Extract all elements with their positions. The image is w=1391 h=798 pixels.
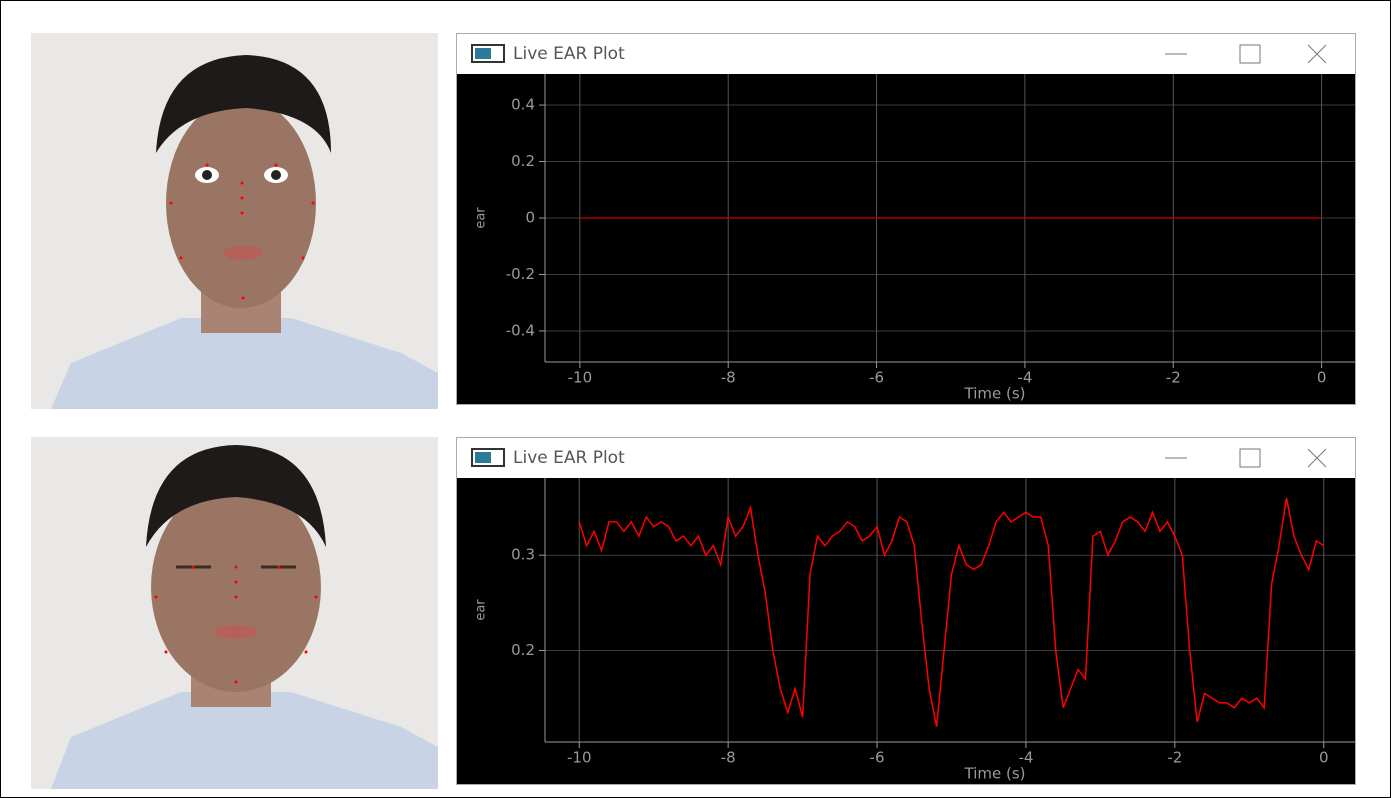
y-tick-label: 0.2 <box>511 641 535 659</box>
x-tick-label: -2 <box>1166 369 1181 387</box>
close-button[interactable] <box>1307 448 1327 468</box>
x-tick-label: -8 <box>721 749 736 767</box>
x-axis-label: Time (s) <box>964 765 1026 783</box>
icon-screen <box>475 48 491 59</box>
x-axis-label: Time (s) <box>964 385 1026 403</box>
maximize-button[interactable] <box>1239 44 1261 64</box>
y-axis-label: ear <box>474 599 489 621</box>
x-tick-label: 0 <box>1317 369 1327 387</box>
window-controls <box>1165 448 1327 468</box>
window-title: Live EAR Plot <box>513 44 625 64</box>
y-tick-label: 0.2 <box>511 152 535 170</box>
window-icon <box>471 44 505 63</box>
x-tick-label: -10 <box>568 369 593 387</box>
window-controls <box>1165 44 1327 64</box>
x-tick-label: -6 <box>870 749 885 767</box>
y-tick-label: 0 <box>525 209 535 227</box>
x-tick-label: -4 <box>1018 749 1033 767</box>
x-tick-label: -4 <box>1017 369 1032 387</box>
x-tick-label: -10 <box>567 749 592 767</box>
y-tick-label: 0.3 <box>511 546 535 564</box>
close-button[interactable] <box>1307 44 1327 64</box>
title-bar: Live EAR Plot <box>457 34 1355 74</box>
window-title: Live EAR Plot <box>513 448 625 468</box>
plot-area: 0.3 0.2 -10 -8 -6 -4 -2 0 Time (s) ear <box>474 478 1355 783</box>
y-tick-label: -0.4 <box>506 321 535 339</box>
icon-screen <box>475 452 491 463</box>
y-tick-label: -0.2 <box>506 265 535 283</box>
maximize-button[interactable] <box>1239 448 1261 468</box>
face-photo <box>31 33 438 409</box>
plot-area: 0.4 0.2 0 -0.2 -0.4 -10 -8 -6 -4 -2 0 Time (s) ear <box>474 74 1355 403</box>
plot-window: Live EAR Plot 0.3 0.2 -10 -8 -6 -4 -2 0 Time (s) e… <box>456 437 1356 785</box>
window-icon <box>471 448 505 467</box>
y-axis-label: ear <box>474 207 489 229</box>
title-bar: Live EAR Plot <box>457 438 1355 478</box>
y-tick-label: 0.4 <box>511 96 535 114</box>
data-line <box>578 497 1325 727</box>
x-tick-label: -2 <box>1167 749 1182 767</box>
x-tick-label: -8 <box>721 369 736 387</box>
x-tick-label: 0 <box>1319 749 1329 767</box>
face-photo <box>31 437 438 789</box>
plot-window: Live EAR Plot 0.4 0.2 0 -0.2 -0.4 -10 -8 -6 -4 -2 0… <box>456 33 1356 405</box>
x-tick-label: -6 <box>869 369 884 387</box>
